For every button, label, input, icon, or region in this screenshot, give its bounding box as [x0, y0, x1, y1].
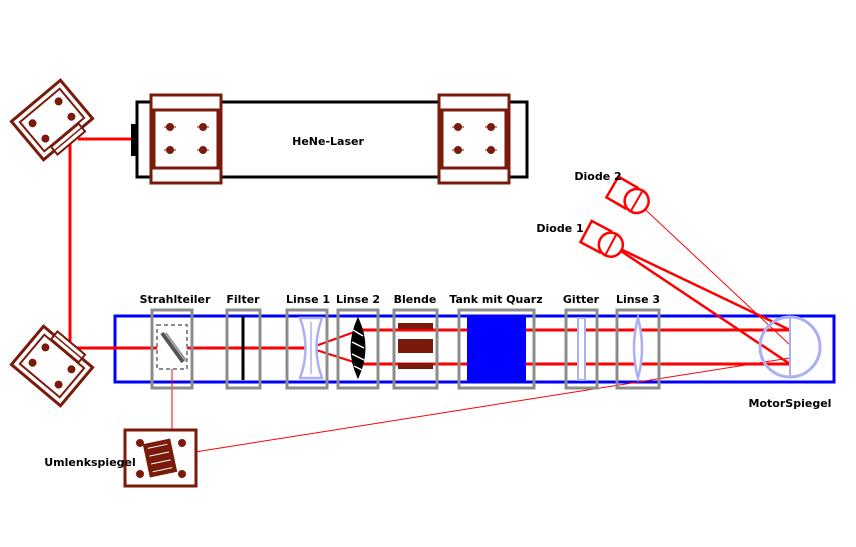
quartz-tank [457, 308, 536, 390]
deflection-mirror [123, 428, 198, 488]
laser-mount-right [437, 93, 511, 185]
aperture [392, 308, 439, 390]
laser-mount-left [149, 93, 223, 185]
laser-label: HeNe-Laser [292, 135, 364, 148]
laser-beams [68, 137, 791, 453]
diode-1-label: Diode 1 [536, 222, 583, 235]
corner-mirror-bottom [9, 324, 95, 408]
diode-2 [604, 174, 650, 215]
diode-1 [578, 219, 625, 258]
beam-reference [194, 357, 791, 453]
beam-expand-lower [309, 347, 361, 365]
beam-splitter [150, 308, 194, 390]
quartz-tank-label: Tank mit Quarz [449, 293, 542, 306]
lens-3-label: Linse 3 [616, 293, 660, 306]
aperture-label: Blende [394, 293, 437, 306]
beam-expand-upper [309, 329, 361, 349]
filter [225, 308, 262, 390]
beam-to-diode1-a [611, 243, 791, 332]
beam-to-diode2 [634, 199, 791, 346]
lens-3 [615, 308, 661, 390]
grating-label: Gitter [563, 293, 600, 306]
lens-1-label: Linse 1 [286, 293, 330, 306]
grating [564, 308, 599, 390]
filter-label: Filter [226, 293, 260, 306]
beam-splitter-label: Strahlteiler [140, 293, 211, 306]
motor-mirror [758, 315, 822, 379]
corner-mirror-top [9, 78, 95, 162]
lens-2 [336, 308, 380, 390]
motor-mirror-label: MotorSpiegel [749, 397, 832, 410]
laser-output-window [131, 124, 137, 156]
lens-1 [285, 308, 329, 390]
diode-2-label: Diode 2 [574, 170, 621, 183]
deflection-mirror-label: Umlenkspiegel [44, 456, 136, 469]
lens-2-label: Linse 2 [336, 293, 380, 306]
hene-laser: HeNe-Laser [131, 93, 529, 185]
